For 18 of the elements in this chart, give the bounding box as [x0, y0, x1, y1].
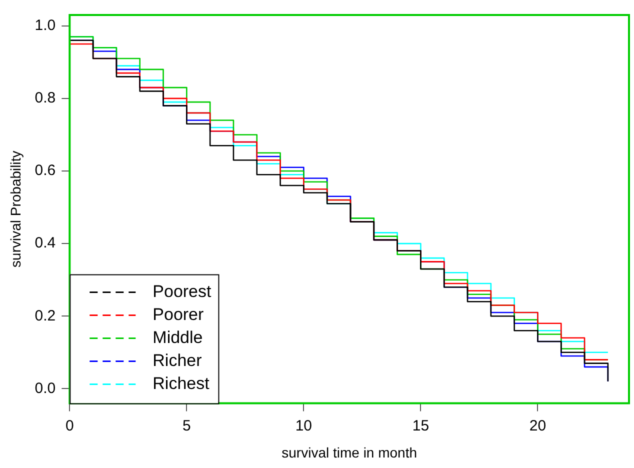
x-tick-label: 0 [65, 417, 74, 434]
legend-label: Middle [152, 328, 203, 347]
legend-label: Poorest [152, 282, 212, 301]
x-axis-title: survival time in month [282, 444, 418, 460]
y-axis-title: survival Probability [7, 150, 24, 268]
legend-label: Richest [152, 374, 210, 393]
y-tick-label: 1.0 [34, 17, 56, 34]
legend-label: Poorer [152, 304, 204, 324]
x-tick-label: 10 [295, 417, 312, 434]
y-tick-label: 0.6 [34, 162, 56, 180]
y-tick-label: 0.4 [34, 234, 56, 252]
legend-label: Richer [152, 350, 202, 370]
x-tick-label: 20 [529, 417, 546, 434]
y-tick-label: 0.8 [34, 90, 56, 107]
y-tick-label: 0.2 [34, 307, 56, 324]
x-tick-label: 5 [182, 417, 191, 434]
y-tick-label: 0.0 [34, 380, 56, 397]
x-tick-label: 15 [412, 417, 430, 434]
